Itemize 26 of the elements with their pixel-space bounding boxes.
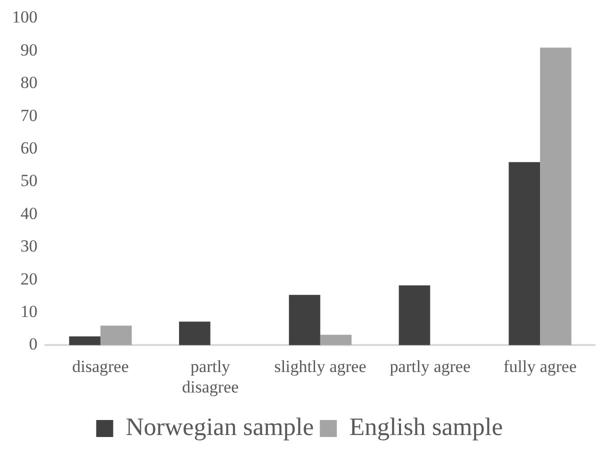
- x-tick-label: partly agree: [390, 356, 470, 376]
- legend-label: English sample: [349, 414, 503, 442]
- legend-label: Norwegian sample: [126, 414, 314, 442]
- x-tick-label: slightly agree: [274, 356, 366, 376]
- y-tick-label: 70: [20, 106, 38, 125]
- x-tick-label: disagree: [72, 356, 129, 376]
- bar: [540, 48, 572, 346]
- bar: [288, 294, 320, 346]
- bar: [398, 285, 430, 346]
- y-tick-label: 50: [20, 171, 38, 190]
- y-tick-label: 30: [20, 236, 38, 256]
- y-tick-label: 90: [20, 40, 38, 60]
- bar: [179, 322, 210, 346]
- y-tick-label: 0: [29, 334, 38, 354]
- bar: [508, 162, 540, 346]
- x-tick-label: partly disagree: [182, 356, 239, 396]
- bar: [320, 334, 352, 346]
- y-tick-label: 100: [12, 8, 38, 27]
- bar: [100, 326, 132, 346]
- x-tick-label: fully agree: [503, 356, 577, 376]
- y-tick-label: 20: [20, 269, 38, 288]
- y-tick-label: 80: [20, 73, 38, 92]
- y-tick-label: 60: [20, 138, 38, 158]
- bar: [69, 336, 100, 346]
- y-tick-label: 40: [20, 204, 38, 223]
- y-tick-label: 10: [20, 302, 38, 321]
